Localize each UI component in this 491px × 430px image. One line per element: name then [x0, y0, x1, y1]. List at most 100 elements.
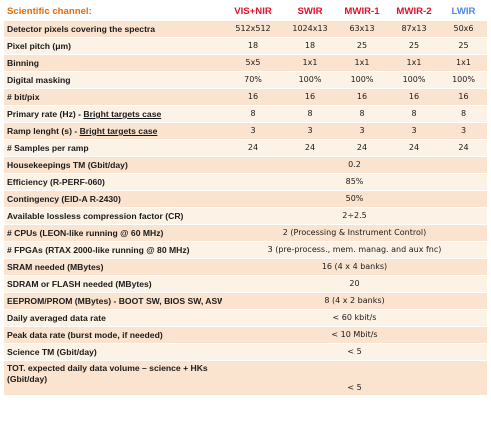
- row-label: Detector pixels covering the spectra: [4, 20, 222, 38]
- table-row: Digital masking 70% 100% 100% 100% 100%: [4, 71, 487, 89]
- table-row: Contingency (EID-A R-2430) 50%: [4, 190, 487, 208]
- table-row: Science TM (Gbit/day) < 5: [4, 343, 487, 361]
- table-row: Binning 5x5 1x1 1x1 1x1 1x1: [4, 54, 487, 72]
- row-label-underlined: Bright targets case: [83, 109, 162, 119]
- row-label: Primary rate (Hz) - Bright targets case: [4, 105, 222, 123]
- cell-value: < 60 kbit/s: [222, 309, 487, 327]
- cell-value: 3 (pre-process., mem. manag. and aux fnc…: [222, 241, 487, 259]
- row-label: # bit/pix: [4, 88, 222, 106]
- cell-value: 100%: [388, 71, 440, 89]
- cell-value: 8 (4 x 2 banks): [222, 292, 487, 310]
- spec-table-container: Scientific channel: VIS+NIR SWIR MWIR-1 …: [4, 3, 487, 396]
- row-label: TOT. expected daily data volume – scienc…: [4, 360, 222, 396]
- table-row: EEPROM/PROM (MBytes) - BOOT SW, BIOS SW,…: [4, 292, 487, 310]
- table-row: TOT. expected daily data volume – scienc…: [4, 360, 487, 396]
- cell-value: 16: [284, 88, 336, 106]
- cell-value: 18: [222, 37, 284, 55]
- table-row: Peak data rate (burst mode, if needed) <…: [4, 326, 487, 344]
- table-row: Primary rate (Hz) - Bright targets case …: [4, 105, 487, 123]
- cell-value: 3: [440, 122, 487, 140]
- header-label: Scientific channel:: [4, 3, 222, 21]
- row-label: Pixel pitch (μm): [4, 37, 222, 55]
- cell-value: 8: [284, 105, 336, 123]
- table-row: # CPUs (LEON-like running @ 60 MHz) 2 (P…: [4, 224, 487, 242]
- cell-value: 100%: [440, 71, 487, 89]
- cell-value: 24: [336, 139, 388, 157]
- cell-value: 1024x13: [284, 20, 336, 38]
- row-label-main: Ramp lenght (s) -: [7, 126, 80, 136]
- row-label: Daily averaged data rate: [4, 309, 222, 327]
- row-label: Contingency (EID-A R-2430): [4, 190, 222, 208]
- cell-value: 87x13: [388, 20, 440, 38]
- header-row: Scientific channel: VIS+NIR SWIR MWIR-1 …: [4, 3, 487, 21]
- cell-value: 24: [222, 139, 284, 157]
- row-label: # CPUs (LEON-like running @ 60 MHz): [4, 224, 222, 242]
- cell-value: 50%: [222, 190, 487, 208]
- cell-value: 25: [336, 37, 388, 55]
- row-label: # Samples per ramp: [4, 139, 222, 157]
- cell-value: 2 (Processing & Instrument Control): [222, 224, 487, 242]
- table-row: Ramp lenght (s) - Bright targets case 3 …: [4, 122, 487, 140]
- cell-value: 25: [388, 37, 440, 55]
- cell-value: 70%: [222, 71, 284, 89]
- cell-value: 3: [222, 122, 284, 140]
- cell-value: 24: [284, 139, 336, 157]
- cell-value: 1x1: [284, 54, 336, 72]
- header-channel-swir: SWIR: [284, 3, 336, 21]
- cell-value: 0.2: [222, 156, 487, 174]
- cell-value: 24: [440, 139, 487, 157]
- cell-value: 24: [388, 139, 440, 157]
- cell-value: 16: [222, 88, 284, 106]
- table-row: # Samples per ramp 24 24 24 24 24: [4, 139, 487, 157]
- row-label: Digital masking: [4, 71, 222, 89]
- row-label: EEPROM/PROM (MBytes) - BOOT SW, BIOS SW,…: [4, 292, 222, 310]
- row-label: Peak data rate (burst mode, if needed): [4, 326, 222, 344]
- cell-value: 18: [284, 37, 336, 55]
- cell-value: 16: [336, 88, 388, 106]
- table-row: # bit/pix 16 16 16 16 16: [4, 88, 487, 106]
- cell-value: 16: [388, 88, 440, 106]
- table-row: Available lossless compression factor (C…: [4, 207, 487, 225]
- table-row: # FPGAs (RTAX 2000-like running @ 80 MHz…: [4, 241, 487, 259]
- row-label: # FPGAs (RTAX 2000-like running @ 80 MHz…: [4, 241, 222, 259]
- cell-value: 8: [222, 105, 284, 123]
- cell-value: 50x6: [440, 20, 487, 38]
- header-channel-lwir: LWIR: [440, 3, 487, 21]
- row-label: Science TM (Gbit/day): [4, 343, 222, 361]
- row-label: SDRAM or FLASH needed (MBytes): [4, 275, 222, 293]
- cell-value: 8: [336, 105, 388, 123]
- table-row: Detector pixels covering the spectra 512…: [4, 20, 487, 38]
- row-label: Efficiency (R-PERF-060): [4, 173, 222, 191]
- cell-value: 63x13: [336, 20, 388, 38]
- cell-value: 3: [336, 122, 388, 140]
- cell-value: < 10 Mbit/s: [222, 326, 487, 344]
- cell-value: 16: [440, 88, 487, 106]
- cell-value: < 5: [222, 343, 487, 361]
- row-label-underlined: Bright targets case: [79, 126, 158, 136]
- cell-value: 3: [388, 122, 440, 140]
- row-label: Binning: [4, 54, 222, 72]
- table-row: SDRAM or FLASH needed (MBytes) 20: [4, 275, 487, 293]
- cell-value: 5x5: [222, 54, 284, 72]
- table-row: SRAM needed (MBytes) 16 (4 x 4 banks): [4, 258, 487, 276]
- cell-value: 1x1: [440, 54, 487, 72]
- table-row: Pixel pitch (μm) 18 18 25 25 25: [4, 37, 487, 55]
- cell-value: 1x1: [388, 54, 440, 72]
- cell-value: < 5: [222, 360, 487, 396]
- cell-value: 512x512: [222, 20, 284, 38]
- row-label: Ramp lenght (s) - Bright targets case: [4, 122, 222, 140]
- row-label: SRAM needed (MBytes): [4, 258, 222, 276]
- cell-value: 1x1: [336, 54, 388, 72]
- cell-value: 2÷2.5: [222, 207, 487, 225]
- cell-value: 20: [222, 275, 487, 293]
- cell-value: 8: [388, 105, 440, 123]
- table-row: Daily averaged data rate < 60 kbit/s: [4, 309, 487, 327]
- cell-value: 3: [284, 122, 336, 140]
- row-label-main: Primary rate (Hz) -: [7, 109, 84, 119]
- row-label: Housekeepings TM (Gbit/day): [4, 156, 222, 174]
- cell-value: 100%: [284, 71, 336, 89]
- cell-value: 85%: [222, 173, 487, 191]
- row-label: Available lossless compression factor (C…: [4, 207, 222, 225]
- cell-value: 8: [440, 105, 487, 123]
- table-row: Efficiency (R-PERF-060) 85%: [4, 173, 487, 191]
